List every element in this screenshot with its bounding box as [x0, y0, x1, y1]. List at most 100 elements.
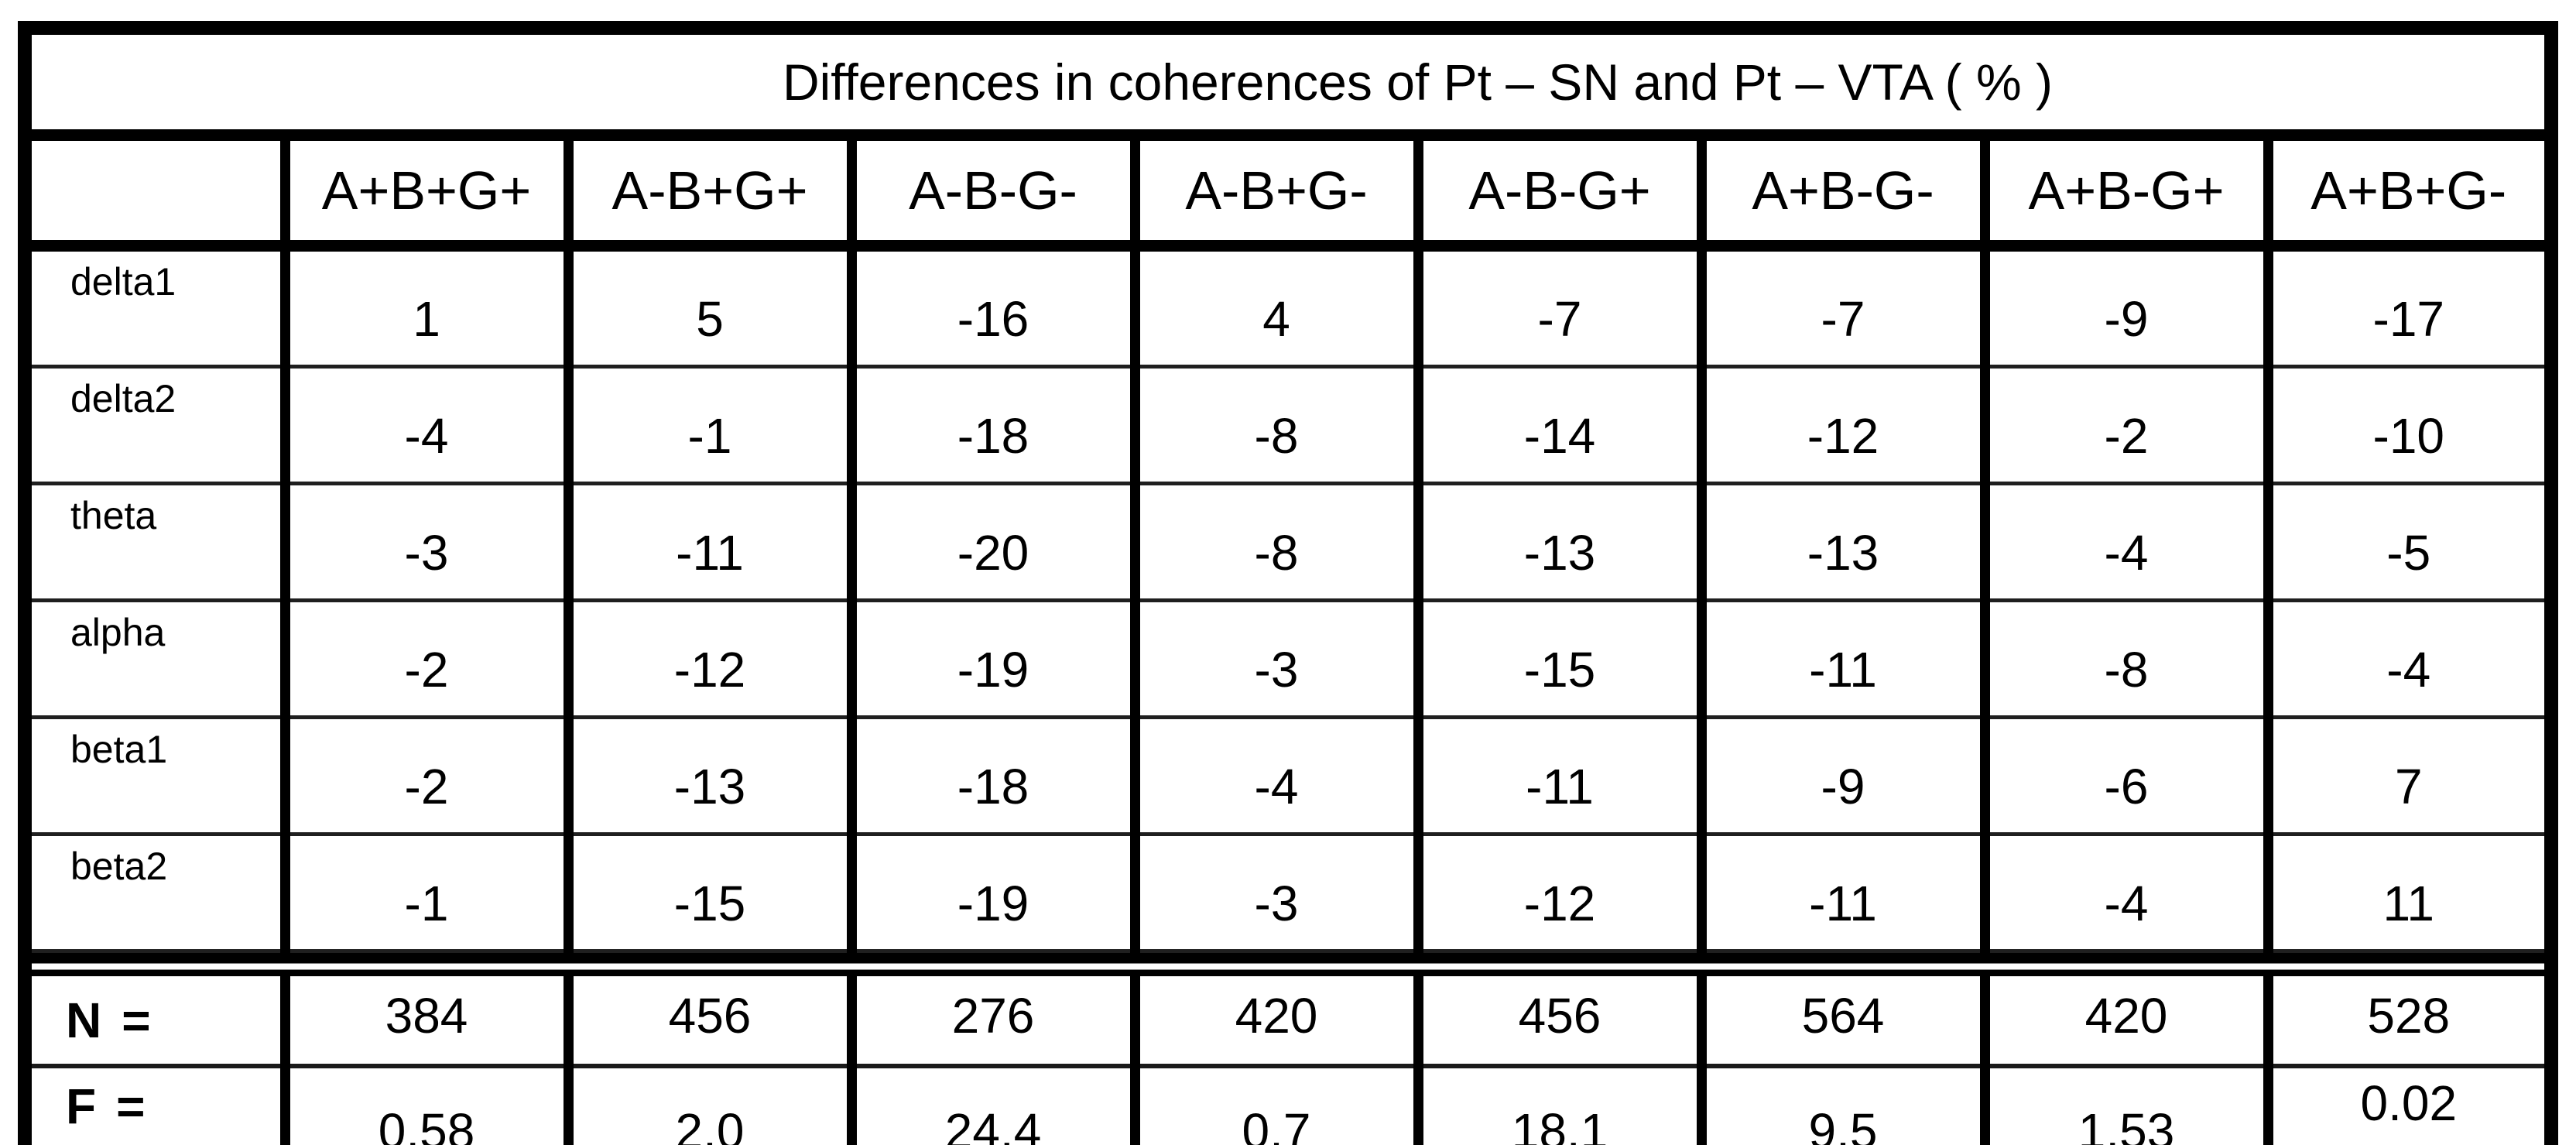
value-cell: -3	[279, 483, 574, 602]
row-delta2: delta2 -4 -1 -18 -8 -14 -12 -2 -10	[19, 366, 2557, 485]
row-label: delta1	[19, 245, 290, 369]
value-cell: 276	[846, 976, 1140, 1068]
value-cell: -12	[1413, 834, 1707, 953]
value-cell: -5	[2263, 483, 2557, 602]
column-header: A-B-G-	[846, 135, 1140, 252]
column-header: A+B+G+	[279, 135, 574, 252]
value-cell: -13	[1413, 483, 1707, 602]
value-cell: -19	[846, 600, 1140, 719]
row-delta1: delta1 1 5 -16 4 -7 -7 -9 -17	[19, 245, 2557, 369]
double-rule	[25, 951, 2551, 976]
value-cell: 0.02	[2263, 1066, 2557, 1145]
value-cell: -3	[1129, 600, 1423, 719]
value-cell: -8	[1979, 600, 2273, 719]
value-cell: -1	[279, 834, 574, 953]
column-header: A+B-G-	[1696, 135, 1990, 252]
value-cell: -2	[1979, 366, 2273, 485]
value-cell: 11	[2263, 834, 2557, 953]
stats-label-f: F =	[19, 1066, 290, 1145]
value-cell: 0.7	[1129, 1066, 1423, 1145]
value-cell: 2.0	[563, 1066, 857, 1145]
row-beta2: beta2 -1 -15 -19 -3 -12 -11 -4 11	[19, 834, 2557, 953]
value-cell: -2	[279, 600, 574, 719]
value-cell: -9	[1696, 717, 1990, 836]
value-cell: 1	[279, 245, 574, 369]
value-cell: 528	[2263, 976, 2557, 1068]
column-header: A-B-G+	[1413, 135, 1707, 252]
header-row: A+B+G+ A-B+G+ A-B-G- A-B+G- A-B-G+ A+B-G…	[19, 135, 2557, 252]
value-cell: -17	[2263, 245, 2557, 369]
value-cell: 9.5	[1696, 1066, 1990, 1145]
double-rule-separator	[25, 951, 2551, 976]
value-cell: 24.4	[846, 1066, 1140, 1145]
value-cell: 18.1	[1413, 1066, 1707, 1145]
row-n: N = 384 456 276 420 456 564 420 528	[19, 976, 2557, 1068]
table-title: Differences in coherences of Pt – SN and…	[25, 28, 2551, 141]
column-header: A-B+G-	[1129, 135, 1423, 252]
value-cell: -12	[1696, 366, 1990, 485]
value-cell: -9	[1979, 245, 2273, 369]
value-cell: -4	[279, 366, 574, 485]
row-alpha: alpha -2 -12 -19 -3 -15 -11 -8 -4	[19, 600, 2557, 719]
f-symbol: F	[66, 1078, 97, 1134]
row-label: delta2	[19, 366, 290, 485]
value-cell: -19	[846, 834, 1140, 953]
value-cell: 420	[1979, 976, 2273, 1068]
value-cell: -1	[563, 366, 857, 485]
equals-sign: =	[122, 992, 151, 1048]
value-cell: -7	[1696, 245, 1990, 369]
value-cell: -4	[1129, 717, 1423, 836]
row-label: theta	[19, 483, 290, 602]
value-cell: -8	[1129, 483, 1423, 602]
value-cell: -11	[563, 483, 857, 602]
value-cell: -15	[1413, 600, 1707, 719]
value-cell: 5	[563, 245, 857, 369]
value-cell: 0.58	[279, 1066, 574, 1145]
value-cell: 564	[1696, 976, 1990, 1068]
title-row: Differences in coherences of Pt – SN and…	[25, 28, 2551, 141]
value-cell: -10	[2263, 366, 2557, 485]
value-cell: -6	[1979, 717, 2273, 836]
row-label: beta2	[19, 834, 290, 953]
value-cell: -20	[846, 483, 1140, 602]
column-header: A-B+G+	[563, 135, 857, 252]
value-cell: -18	[846, 366, 1140, 485]
value-cell: -11	[1696, 834, 1990, 953]
equals-sign: =	[116, 1078, 146, 1134]
value-cell: 456	[1413, 976, 1707, 1068]
value-cell: -7	[1413, 245, 1707, 369]
stats-label-n: N =	[19, 976, 290, 1068]
row-label: alpha	[19, 600, 290, 719]
value-cell: 4	[1129, 245, 1423, 369]
column-header: A+B-G+	[1979, 135, 2273, 252]
value-cell: -14	[1413, 366, 1707, 485]
value-cell: -11	[1696, 600, 1990, 719]
value-cell: 420	[1129, 976, 1423, 1068]
value-cell: -2	[279, 717, 574, 836]
value-cell: -13	[1696, 483, 1990, 602]
value-cell: 7	[2263, 717, 2557, 836]
column-header: A+B+G-	[2263, 135, 2557, 252]
value-cell: -15	[563, 834, 857, 953]
value-cell: 1.53	[1979, 1066, 2273, 1145]
value-cell: -4	[2263, 600, 2557, 719]
value-cell: 384	[279, 976, 574, 1068]
value-cell: -4	[1979, 483, 2273, 602]
value-cell: -16	[846, 245, 1140, 369]
value-cell: -13	[563, 717, 857, 836]
row-beta1: beta1 -2 -13 -18 -4 -11 -9 -6 7	[19, 717, 2557, 836]
value-cell: -18	[846, 717, 1140, 836]
value-cell: 456	[563, 976, 857, 1068]
row-label: beta1	[19, 717, 290, 836]
row-theta: theta -3 -11 -20 -8 -13 -13 -4 -5	[19, 483, 2557, 602]
value-cell: -12	[563, 600, 857, 719]
n-symbol: N	[66, 992, 102, 1048]
value-cell: -3	[1129, 834, 1423, 953]
value-cell: -4	[1979, 834, 2273, 953]
value-cell: -8	[1129, 366, 1423, 485]
value-cell: -11	[1413, 717, 1707, 836]
coherence-differences-table: Differences in coherences of Pt – SN and…	[18, 21, 2558, 1145]
row-f: F = 0.58 2.0 24.4 0.7 18.1 9.5 1.53 0.02	[19, 1066, 2557, 1145]
corner-cell	[19, 135, 290, 252]
